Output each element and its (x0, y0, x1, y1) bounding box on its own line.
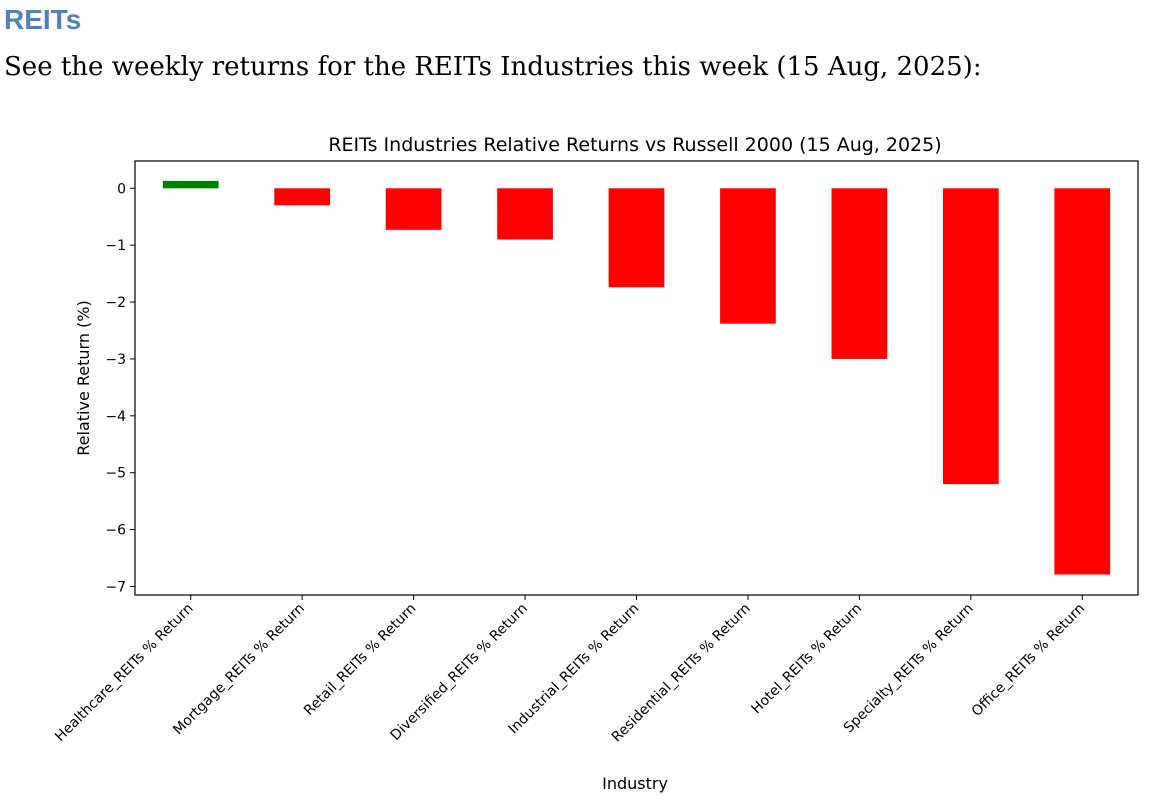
y-tick-label: 0 (117, 181, 126, 197)
y-tick-label: −3 (105, 352, 126, 368)
y-tick-label: −7 (105, 579, 126, 595)
x-tick-label: Office_REITs % Return (969, 601, 1088, 720)
x-axis-label: Industry (602, 774, 668, 793)
bar-5 (608, 188, 665, 288)
y-tick-label: −1 (105, 238, 126, 254)
bar-8 (942, 188, 999, 485)
bar-3 (385, 188, 442, 230)
intro-text: See the weekly returns for the REITs Ind… (4, 52, 982, 82)
x-tick-label: Retail_REITs % Return (301, 601, 419, 719)
bars-layer (162, 180, 1111, 575)
y-tick-label: −5 (105, 466, 126, 482)
bar-9 (1054, 188, 1111, 575)
bar-2 (274, 188, 331, 206)
bar-6 (720, 188, 776, 324)
y-axis: 0 −1 −2 −3 −4 −5 −6 −7 (105, 181, 135, 595)
y-axis-label: Relative Return (%) (74, 300, 93, 455)
y-tick-label: −2 (105, 295, 126, 311)
x-tick-label: Mortgage_REITs % Return (170, 601, 308, 739)
bar-7 (831, 188, 888, 359)
x-tick-label: Hotel_REITs % Return (749, 601, 866, 718)
chart-title: REITs Industries Relative Returns vs Rus… (328, 134, 941, 156)
y-tick-label: −6 (105, 523, 126, 539)
page-heading: REITs (4, 4, 82, 35)
x-tick-label: Industrial_REITs % Return (505, 601, 642, 738)
bar-4 (497, 188, 553, 240)
plot-frame (134, 160, 1139, 596)
x-tick-label: Specialty_REITs % Return (841, 601, 977, 737)
y-tick-label: −4 (105, 409, 126, 425)
x-axis: Healthcare_REITs % ReturnMortgage_REITs … (52, 595, 1088, 745)
bar-1 (162, 180, 219, 189)
